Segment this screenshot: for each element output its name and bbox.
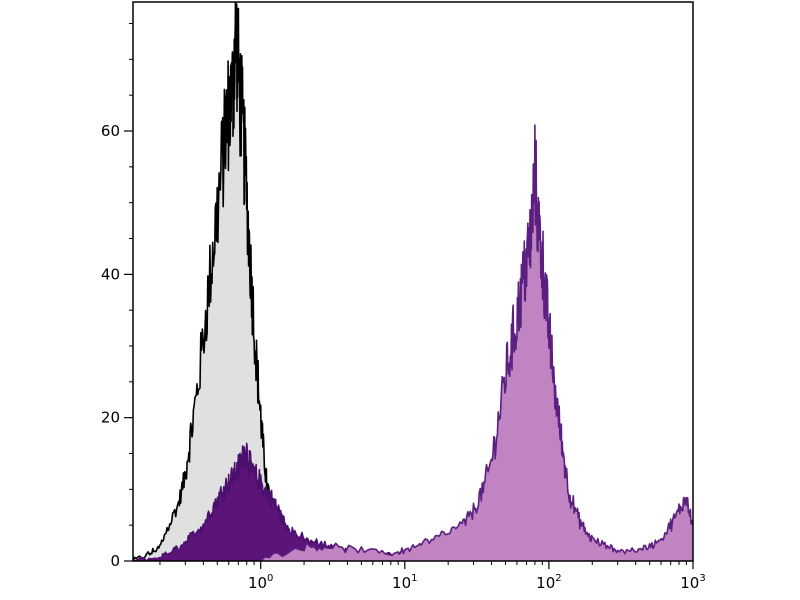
histogram-fill-1 xyxy=(133,2,330,561)
x-tick-label: 102 xyxy=(536,573,561,592)
x-tick-label: 103 xyxy=(680,573,705,592)
histogram-outline-3 xyxy=(260,124,693,561)
axes: 0 20 40 60 100 101 102 103 xyxy=(101,1,706,592)
y-tick-label: 40 xyxy=(101,265,120,283)
y-tick-label: 60 xyxy=(101,122,120,140)
y-tick-label: 0 xyxy=(110,552,120,570)
plot-area xyxy=(133,2,693,561)
histogram-fill-3 xyxy=(260,125,693,561)
histogram-fill-2 xyxy=(133,443,449,561)
plot-frame xyxy=(132,1,694,562)
x-tick-label: 101 xyxy=(392,573,417,592)
series-group xyxy=(133,2,693,561)
x-tick-label: 100 xyxy=(248,573,273,592)
y-tick-label: 20 xyxy=(101,409,120,427)
